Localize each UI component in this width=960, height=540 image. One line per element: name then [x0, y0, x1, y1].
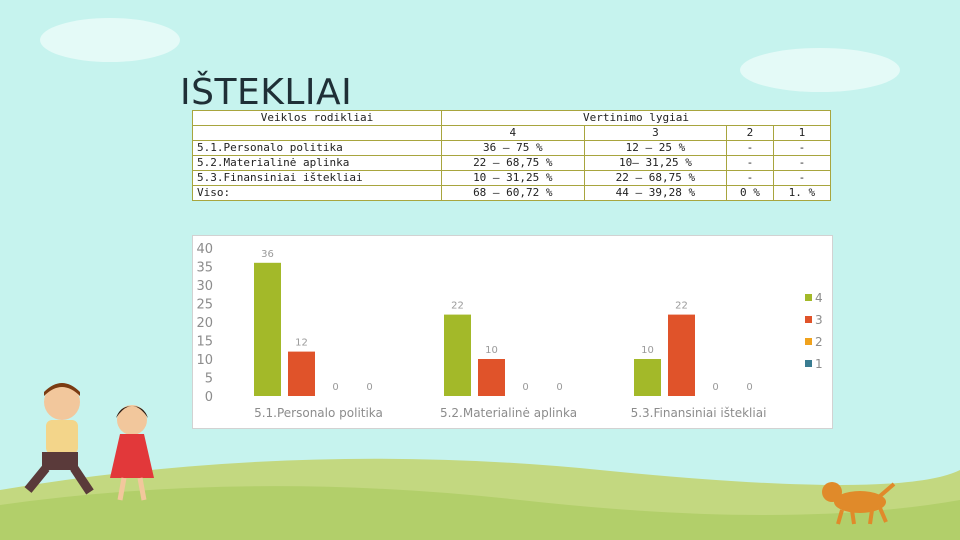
- assessment-table: Veiklos rodikliai Vertinimo lygiai 4 3 2…: [192, 110, 832, 201]
- table-row: 5.1.Personalo politika 36 – 75 % 12 – 25…: [192, 140, 832, 156]
- header-levels: Vertinimo lygiai: [441, 110, 831, 126]
- table-cell: -: [772, 170, 832, 186]
- data-label: 10: [485, 345, 498, 356]
- y-tick-label: 15: [196, 335, 213, 350]
- header-indicators: Veiklos rodikliai: [192, 110, 442, 126]
- bar-chart: 0 5 10 15 20 25 30 35 40 36 12 0 0 5.1.Personalo poli…: [192, 235, 833, 429]
- bar: [288, 351, 315, 396]
- table-cell: 10– 31,25 %: [583, 155, 728, 171]
- table-cell: 0 %: [726, 185, 774, 201]
- row-label: 5.1.Personalo politika: [192, 140, 442, 156]
- table-cell: 44 – 39,28 %: [583, 185, 728, 201]
- table-row: 5.2.Materialinė aplinka 22 – 68,75 % 10–…: [192, 155, 832, 171]
- children-illustration: [24, 383, 154, 501]
- data-label: 36: [261, 249, 274, 260]
- y-tick-label: 30: [196, 279, 213, 294]
- level-4: 4: [441, 125, 585, 141]
- legend-label: 4: [815, 291, 823, 305]
- table-cell: -: [726, 170, 774, 186]
- y-tick-label: 0: [205, 390, 213, 405]
- legend-label: 2: [815, 335, 823, 349]
- table-level-row: 4 3 2 1: [192, 125, 832, 141]
- data-label: 10: [641, 345, 654, 356]
- table-cell: 68 – 60,72 %: [441, 185, 585, 201]
- y-tick-label: 35: [196, 261, 213, 276]
- y-tick-label: 20: [196, 316, 213, 331]
- bar: [634, 359, 661, 396]
- bar: [444, 314, 471, 396]
- dog-illustration: [822, 482, 896, 525]
- data-label: 0: [366, 382, 372, 393]
- row-label: Viso:: [192, 185, 442, 201]
- bar: [478, 359, 505, 396]
- data-label: 0: [746, 382, 752, 393]
- table-cell: -: [726, 155, 774, 171]
- y-tick-label: 5: [205, 372, 213, 387]
- data-label: 22: [451, 301, 464, 312]
- legend-swatch: [805, 338, 812, 345]
- table-cell: -: [772, 140, 832, 156]
- legend-swatch: [805, 316, 812, 323]
- category-label: 5.3.Finansiniai ištekliai: [631, 406, 767, 420]
- table-cell: 12 – 25 %: [583, 140, 728, 156]
- table-cell: 10 – 31,25 %: [441, 170, 585, 186]
- legend-swatch: [805, 360, 812, 367]
- table-header-row: Veiklos rodikliai Vertinimo lygiai: [192, 110, 831, 126]
- level-3: 3: [583, 125, 728, 141]
- table-cell: 22 – 68,75 %: [583, 170, 728, 186]
- data-label: 0: [522, 382, 528, 393]
- data-label: 0: [556, 382, 562, 393]
- data-label: 0: [332, 382, 338, 393]
- data-label: 12: [295, 338, 308, 349]
- bar: [254, 262, 281, 396]
- table-row: 5.3.Finansiniai ištekliai 10 – 31,25 % 2…: [192, 170, 832, 186]
- table-cell: -: [726, 140, 774, 156]
- data-label: 22: [675, 301, 688, 312]
- level-1: 1: [772, 125, 832, 141]
- row-label: 5.2.Materialinė aplinka: [192, 155, 442, 171]
- legend-label: 1: [815, 357, 823, 371]
- legend-swatch: [805, 294, 812, 301]
- table-cell: -: [772, 155, 832, 171]
- table-cell: 22 – 68,75 %: [441, 155, 585, 171]
- page-title: IŠTEKLIAI: [180, 72, 353, 113]
- category-label: 5.2.Materialinė aplinka: [440, 406, 577, 420]
- legend-label: 3: [815, 313, 823, 327]
- bar: [668, 314, 695, 396]
- category-label: 5.1.Personalo politika: [254, 406, 383, 420]
- level-2: 2: [726, 125, 774, 141]
- data-label: 0: [712, 382, 718, 393]
- table-row: Viso: 68 – 60,72 % 44 – 39,28 % 0 % 1. %: [192, 185, 832, 201]
- y-tick-label: 25: [196, 298, 213, 313]
- row-label: 5.3.Finansiniai ištekliai: [192, 170, 442, 186]
- y-tick-label: 10: [196, 353, 213, 368]
- table-cell: 36 – 75 %: [441, 140, 585, 156]
- table-cell: 1. %: [772, 185, 832, 201]
- y-tick-label: 40: [196, 242, 213, 257]
